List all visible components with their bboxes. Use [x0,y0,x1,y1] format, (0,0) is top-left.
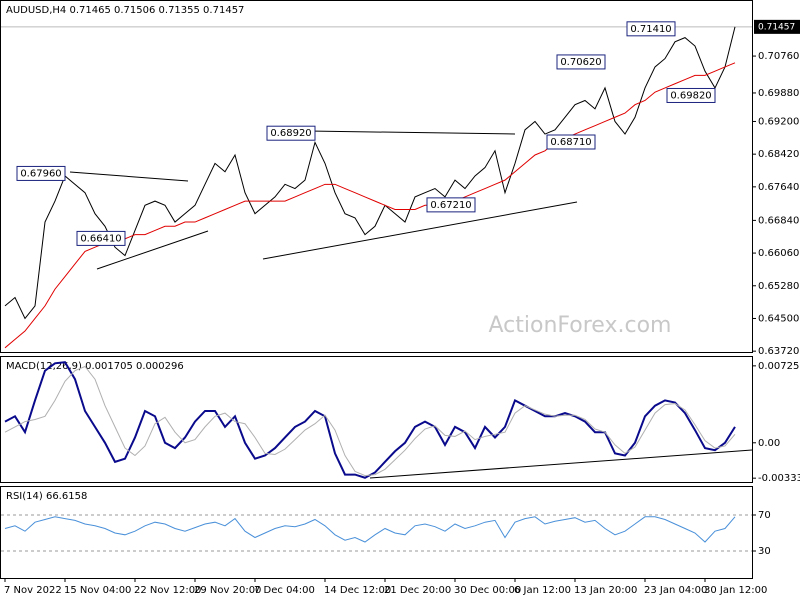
annotation-label: 0.67960 [20,168,61,179]
x-tick-label: 13 Jan 20:00 [574,585,637,596]
series-line [4,361,736,479]
macd-frame [0,356,753,483]
trend-line [369,449,753,479]
y-tick-label: 0.68420 [758,149,799,160]
y-tick-label: 0.007259 [758,361,800,372]
y-tick-label: 0.00 [758,438,780,449]
y-tick-label: 0.69880 [758,88,799,99]
trend-line [69,171,189,182]
y-tick-label: 0.65280 [758,281,799,292]
last-price-box [754,19,800,34]
x-tick-label: 21 Dec 20:00 [384,585,451,596]
y-tick-label: 70 [758,510,771,521]
x-tick-label: 30 Dec 00:00 [454,585,521,596]
series-line [4,365,736,477]
x-tick-label: 7 Dec 04:00 [254,585,315,596]
last-price-label: 0.71457 [758,22,795,32]
x-tick-label: 6 Jan 12:00 [514,585,571,596]
annotation-label: 0.67210 [430,200,471,211]
y-tick-label: 0.69200 [758,116,799,127]
annotation-label: 0.68710 [550,137,591,148]
watermark: ActionForex.com [489,313,672,338]
y-tick-label: 0.70760 [758,51,799,62]
annotation-label: 0.68920 [270,128,311,139]
x-tick-label: 30 Jan 12:00 [704,585,767,596]
y-tick-label: -0.003339 [758,473,800,484]
rsi-title: RSI(14) 66.6158 [6,491,87,502]
y-tick-label: 0.63720 [758,346,799,357]
macd-title: MACD(12,26,9) 0.001705 0.000296 [6,361,184,372]
main-frame [0,0,753,353]
series-line [4,26,736,320]
annotation-box [556,54,606,70]
series-line [4,516,736,543]
annotation-label: 0.66410 [80,233,121,244]
x-tick-label: 15 Nov 04:00 [64,585,131,596]
chart-title: AUDUSD,H4 0.71465 0.71506 0.71355 0.7145… [6,5,244,16]
trend-line [307,130,516,135]
trend-line [96,230,209,270]
series-line [4,62,736,349]
annotation-box [426,197,476,213]
y-tick-label: 0.66060 [758,248,799,259]
annotation-label: 0.71410 [630,24,671,35]
annotation-box [626,21,676,37]
annotation-box [76,230,126,246]
trend-line [262,201,578,260]
annotation-box [16,165,66,181]
annotation-label: 0.69820 [670,90,711,101]
rsi-frame [0,486,753,579]
y-tick-label: 0.67640 [758,182,799,193]
y-tick-label: 0.66840 [758,215,799,226]
y-tick-label: 30 [758,546,771,557]
annotation-box [666,87,716,103]
annotation-box [546,134,596,150]
x-tick-label: 14 Dec 12:00 [324,585,391,596]
x-tick-label: 29 Nov 20:00 [194,585,261,596]
x-tick-label: 23 Jan 04:00 [644,585,707,596]
x-tick-label: 22 Nov 12:00 [134,585,201,596]
x-tick-label: 7 Nov 2022 [4,585,62,596]
annotation-box [266,125,316,141]
annotation-label: 0.70620 [560,57,601,68]
y-tick-label: 0.64500 [758,313,799,324]
